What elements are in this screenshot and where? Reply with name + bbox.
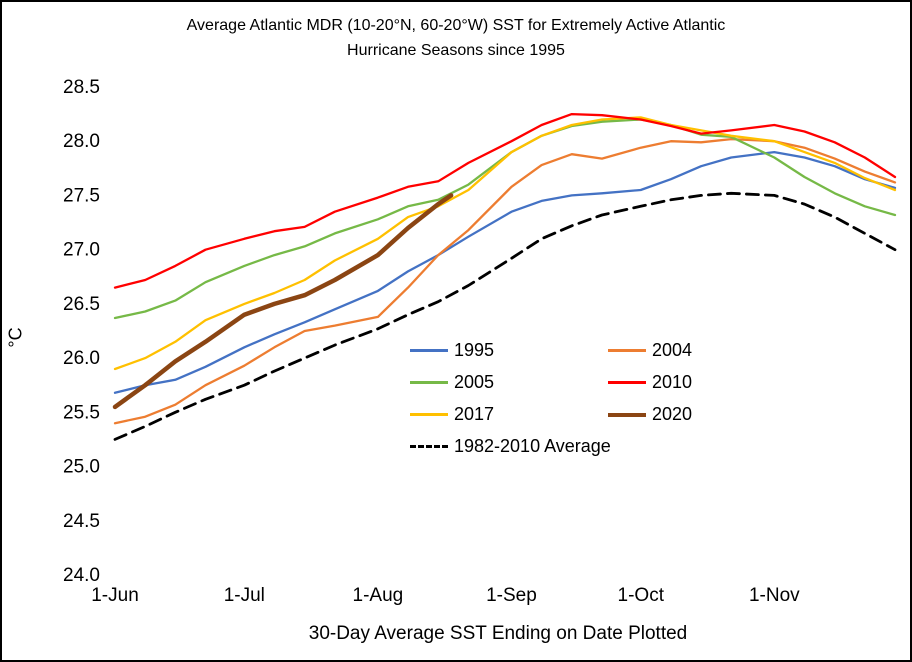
series-line-1995 — [113, 150, 897, 394]
y-tick-label: 24.5 — [63, 511, 100, 532]
y-tick-label: 28.0 — [63, 131, 100, 152]
legend-swatch-2020 — [608, 412, 646, 417]
legend-label-1995: 1995 — [454, 340, 495, 360]
legend-label-2005: 2005 — [454, 372, 495, 392]
legend-swatch-1995 — [410, 349, 448, 352]
x-axis-title: 30-Day Average SST Ending on Date Plotte… — [308, 623, 688, 644]
legend-swatch-2017 — [410, 413, 448, 416]
chart-title-line1: Average Atlantic MDR (10-20°N, 60-20°W) … — [186, 17, 726, 34]
legend-label-2004: 2004 — [652, 340, 693, 360]
x-tick-label: 1-Nov — [749, 585, 800, 606]
x-tick-label: 1-Sep — [486, 585, 537, 606]
legend-label-average: 1982-2010 Average — [454, 436, 611, 456]
y-tick-label: 24.0 — [63, 565, 100, 586]
legend-item-2017: 2017 — [410, 404, 608, 425]
legend-item-2020: 2020 — [608, 404, 692, 425]
y-tick-label: 27.0 — [63, 240, 100, 261]
y-tick-label: 27.5 — [63, 185, 100, 206]
legend-swatch-2010 — [608, 381, 646, 384]
legend-item-average: 1982-2010 Average — [410, 436, 692, 457]
y-tick-label: 28.5 — [63, 77, 100, 98]
chart-title-line2: Hurricane Seasons since 1995 — [347, 41, 565, 59]
x-tick-label: 1-Oct — [618, 585, 665, 606]
series-line-2020 — [112, 193, 454, 410]
x-tick-label: 1-Aug — [353, 585, 404, 606]
x-tick-label: 1-Jun — [91, 585, 139, 606]
legend-label-2017: 2017 — [454, 404, 495, 424]
legend-item-2004: 2004 — [608, 340, 692, 361]
series-line-1982-2010-average — [113, 191, 897, 441]
legend-item-1995: 1995 — [410, 340, 608, 361]
y-tick-label: 26.0 — [63, 348, 100, 369]
series-line-2017 — [113, 116, 897, 371]
y-tick-label: 26.5 — [63, 294, 100, 315]
legend-item-2010: 2010 — [608, 372, 692, 393]
chart-title: Average Atlantic MDR (10-20°N, 60-20°W) … — [2, 14, 910, 64]
legend-swatch-2005 — [410, 381, 448, 384]
x-tick-label: 1-Jul — [224, 585, 265, 606]
legend-swatch-2004 — [608, 349, 646, 352]
legend-label-2010: 2010 — [652, 372, 693, 392]
y-tick-label: 25.5 — [63, 402, 100, 423]
series-line-2010 — [113, 112, 897, 289]
legend: 1995 2004 2005 2010 2017 2020 1982-2010 … — [410, 340, 692, 457]
legend-label-2020: 2020 — [652, 404, 693, 424]
legend-item-2005: 2005 — [410, 372, 608, 393]
legend-swatch-average — [410, 445, 448, 448]
series-line-2005 — [113, 118, 897, 320]
y-tick-label: 25.0 — [63, 457, 100, 478]
